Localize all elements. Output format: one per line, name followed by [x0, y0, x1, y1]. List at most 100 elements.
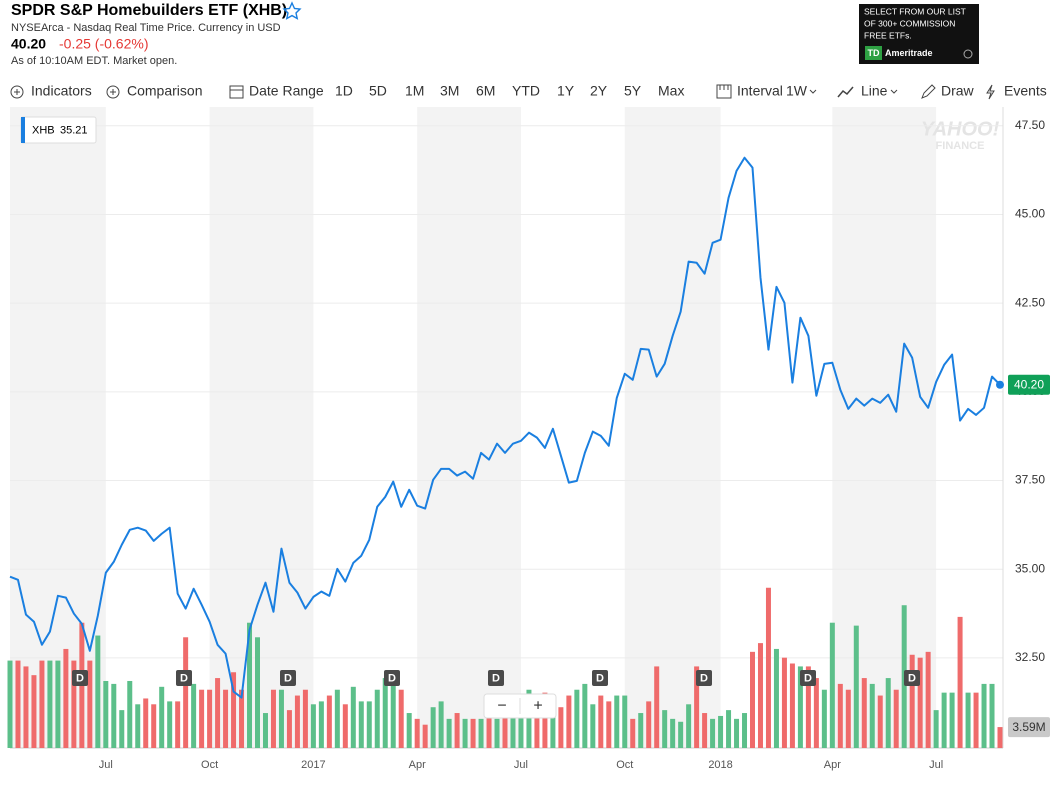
toolbar-item[interactable]: Draw: [941, 83, 975, 99]
ad-line: SELECT FROM OUR LIST: [864, 6, 966, 16]
toolbar-item[interactable]: Indicators: [31, 83, 92, 99]
zoom-in[interactable]: +: [533, 698, 542, 715]
volume-bar: [622, 695, 628, 748]
zoom-out[interactable]: −: [497, 698, 506, 715]
toolbar-item[interactable]: 5D: [369, 83, 387, 99]
volume-bar: [614, 695, 620, 748]
volume-bar: [63, 648, 69, 748]
volume-bar: [191, 683, 197, 748]
period-band: [624, 107, 721, 748]
volume-bar: [821, 689, 827, 748]
volume-bar: [606, 701, 612, 748]
volume-bar: [294, 695, 300, 748]
volume-bar: [494, 718, 500, 748]
volume-bar: [350, 686, 356, 748]
volume-bar: [278, 689, 284, 748]
volume-bar: [630, 718, 636, 748]
volume-bar: [813, 678, 819, 748]
volume-bar: [103, 680, 109, 748]
volume-bar: [829, 622, 835, 748]
volume-bar: [518, 698, 524, 748]
icon: [110, 89, 116, 95]
dividend-label: D: [596, 672, 604, 684]
volume-bar: [454, 713, 460, 748]
toolbar-item[interactable]: Max: [658, 83, 684, 99]
volume-bar: [510, 707, 516, 748]
volume-bar: [534, 707, 540, 748]
volume-bar: [885, 678, 891, 748]
toolbar-item[interactable]: 1D: [335, 83, 353, 99]
volume-bar: [925, 651, 931, 748]
toolbar-item[interactable]: YTD: [512, 83, 540, 99]
icon: [921, 84, 936, 99]
volume-bar: [175, 701, 181, 748]
ad-line: FREE ETFs.: [864, 30, 912, 40]
volume-tag: [1008, 717, 1050, 738]
volume-bar: [47, 660, 53, 748]
dividend-marker[interactable]: [696, 670, 712, 686]
last-point: [996, 380, 1004, 389]
dividend-label: D: [284, 672, 292, 684]
volume-bar: [678, 721, 684, 748]
volume-bar: [390, 678, 396, 748]
toolbar-item[interactable]: 6M: [476, 83, 495, 99]
volume-bar: [446, 718, 452, 748]
toolbar-item[interactable]: Line: [861, 83, 888, 99]
volume-bar: [462, 718, 468, 748]
ad[interactable]: SELECT FROM OUR LIST OF 300+ COMMISSION …: [859, 4, 979, 64]
plot: YAHOO!FINANCE32.5035.0037.5040.0042.5045…: [7, 107, 1050, 771]
volume-bar: [159, 686, 165, 748]
dividend-marker[interactable]: [280, 670, 296, 686]
icon: [14, 89, 20, 95]
watch-star[interactable]: [282, 1, 302, 20]
toolbar-item[interactable]: 5Y: [624, 83, 642, 99]
toolbar-item[interactable]: Comparison: [127, 83, 202, 99]
y-tick-label: 47.50: [1015, 118, 1045, 132]
volume-bar: [710, 718, 716, 748]
volume-bar: [989, 683, 995, 748]
volume-bar: [542, 692, 548, 748]
period-band: [832, 107, 937, 748]
volume-bar: [526, 689, 532, 748]
icon: [986, 84, 995, 100]
volume-bar: [845, 689, 851, 748]
volume-bar: [566, 695, 572, 748]
volume-bar: [654, 666, 660, 748]
volume-bar: [262, 713, 268, 748]
dividend-marker[interactable]: [72, 670, 88, 686]
volume-bar: [973, 692, 979, 748]
volume-bar: [941, 692, 947, 748]
dividend-marker[interactable]: [384, 670, 400, 686]
dividend-marker[interactable]: [488, 670, 504, 686]
period-band: [10, 107, 106, 748]
volume-bar: [718, 715, 724, 748]
toolbar-item[interactable]: Events: [1004, 83, 1047, 99]
volume-bar: [470, 718, 476, 748]
toolbar-item[interactable]: Interval: [737, 83, 783, 99]
volume-bar: [789, 663, 795, 748]
legend-name: XHB: [32, 124, 55, 136]
volume-bar: [255, 637, 260, 748]
volume-bar: [726, 710, 732, 748]
toolbar-item[interactable]: Date Range: [249, 83, 324, 99]
dividend-marker[interactable]: [904, 670, 920, 686]
volume-bar: [127, 680, 133, 748]
volume-bar: [135, 704, 141, 748]
volume-bar: [438, 701, 444, 748]
period-band: [209, 107, 314, 748]
toolbar-item[interactable]: 1Y: [557, 83, 575, 99]
volume-bar: [965, 692, 971, 748]
dividend-marker[interactable]: [800, 670, 816, 686]
toolbar-item[interactable]: 2Y: [590, 83, 608, 99]
toolbar-item[interactable]: 3M: [440, 83, 459, 99]
volume-bar: [183, 637, 189, 748]
toolbar-item[interactable]: 1W: [786, 83, 808, 99]
status: As of 10:10AM EDT. Market open.: [11, 55, 177, 67]
toolbar-item[interactable]: 1M: [405, 83, 424, 99]
volume-bar: [997, 727, 1003, 748]
dividend-marker[interactable]: [592, 670, 608, 686]
icon: [809, 89, 898, 94]
ad-logo-box: [865, 46, 882, 60]
dividend-label: D: [700, 672, 708, 684]
dividend-marker[interactable]: [176, 670, 192, 686]
